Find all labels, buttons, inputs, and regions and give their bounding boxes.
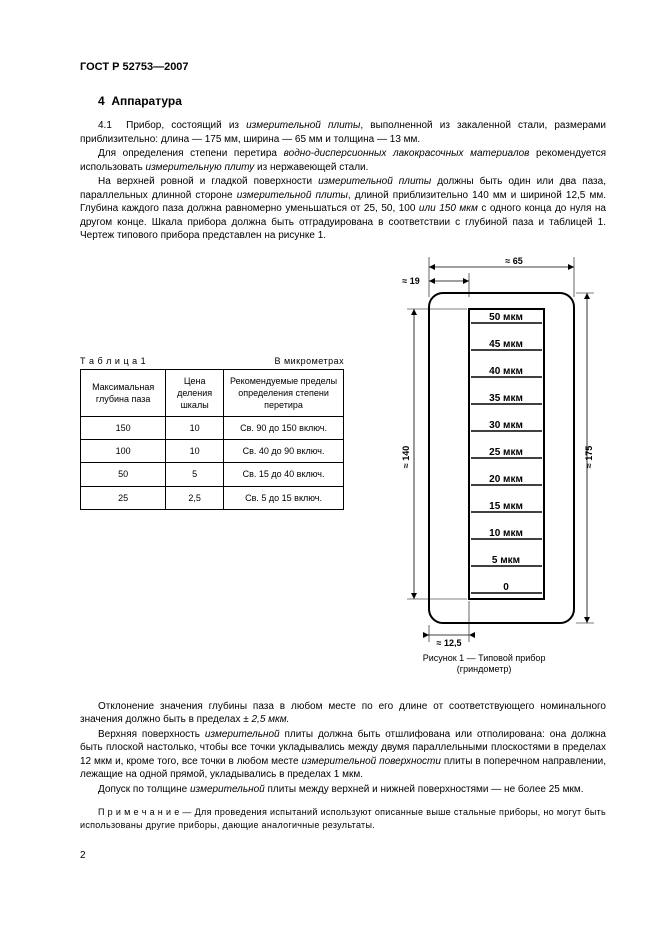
table-row: 15010Св. 90 до 150 включ.	[81, 417, 344, 440]
paragraph-3: На верхней ровной и гладкой поверхности …	[80, 175, 606, 243]
table-cell: 2,5	[166, 486, 224, 509]
svg-text:25 мкм: 25 мкм	[489, 447, 523, 458]
table-cell: Св. 15 до 40 включ.	[223, 463, 343, 486]
table-cell: Св. 5 до 15 включ.	[223, 486, 343, 509]
svg-text:10 мкм: 10 мкм	[489, 528, 523, 539]
table-cell: Св. 40 до 90 включ.	[223, 440, 343, 463]
svg-text:5 мкм: 5 мкм	[492, 555, 520, 566]
svg-text:20 мкм: 20 мкм	[489, 474, 523, 485]
paragraph-4-1: 4.1 Прибор, состоящий из измерительной п…	[80, 119, 606, 146]
grindometer-figure: ≈ 65 ≈ 19 50 мкм 45 мкм 40 мкм 35 мкм 30 мкм…	[369, 257, 599, 647]
svg-text:30 мкм: 30 мкм	[489, 420, 523, 431]
table-row: 505Св. 15 до 40 включ.	[81, 463, 344, 486]
svg-text:0: 0	[503, 582, 509, 593]
table-cell: 10	[166, 417, 224, 440]
col-header: Рекомендуемые пределы определения степен…	[223, 369, 343, 416]
col-header: Максимальная глубина паза	[81, 369, 166, 416]
page-container: ГОСТ Р 52753—2007 4 Аппаратура 4.1 Прибо…	[0, 0, 661, 902]
svg-text:50 мкм: 50 мкм	[489, 312, 523, 323]
svg-text:≈ 12,5: ≈ 12,5	[437, 638, 462, 647]
page-number: 2	[80, 849, 606, 863]
table-units: В микрометрах	[274, 355, 344, 367]
paragraph-6: Допуск по толщине измерительной плиты ме…	[80, 783, 606, 797]
table-row: 10010Св. 40 до 90 включ.	[81, 440, 344, 463]
section-number: 4	[98, 94, 105, 108]
figure-caption: Рисунок 1 — Типовой прибор (гриндометр)	[362, 653, 606, 676]
table-cell: 100	[81, 440, 166, 463]
data-table: Максимальная глубина паза Цена деления ш…	[80, 369, 344, 510]
table-header-row: Т а б л и ц а 1 В микрометрах	[80, 355, 344, 367]
svg-text:45 мкм: 45 мкм	[489, 339, 523, 350]
svg-text:35 мкм: 35 мкм	[489, 393, 523, 404]
col-header: Цена деления шкалы	[166, 369, 224, 416]
note: П р и м е ч а н и е — Для проведения исп…	[80, 806, 606, 830]
svg-text:≈ 65: ≈ 65	[505, 257, 522, 266]
table-head-row: Максимальная глубина паза Цена деления ш…	[81, 369, 344, 416]
table-cell: Св. 90 до 150 включ.	[223, 417, 343, 440]
document-header: ГОСТ Р 52753—2007	[80, 60, 606, 75]
table-cell: 25	[81, 486, 166, 509]
section-title: 4 Аппаратура	[80, 93, 606, 109]
paragraph-4: Отклонение значения глубины паза в любом…	[80, 700, 606, 727]
svg-text:≈ 19: ≈ 19	[402, 276, 419, 286]
content-row: Т а б л и ц а 1 В микрометрах Максимальн…	[80, 257, 606, 676]
grindometer-svg: ≈ 65 ≈ 19 50 мкм 45 мкм 40 мкм 35 мкм 30 мкм…	[369, 257, 599, 647]
paragraph-5: Верхняя поверхность измерительной плиты …	[80, 728, 606, 782]
svg-text:15 мкм: 15 мкм	[489, 501, 523, 512]
table-cell: 150	[81, 417, 166, 440]
svg-text:≈ 175: ≈ 175	[584, 445, 594, 467]
table-cell: 5	[166, 463, 224, 486]
table-cell: 50	[81, 463, 166, 486]
svg-text:40 мкм: 40 мкм	[489, 366, 523, 377]
table-row: 252,5Св. 5 до 15 включ.	[81, 486, 344, 509]
table-column: Т а б л и ц а 1 В микрометрах Максимальн…	[80, 257, 344, 510]
figure-column: ≈ 65 ≈ 19 50 мкм 45 мкм 40 мкм 35 мкм 30 мкм…	[362, 257, 606, 676]
paragraph-2: Для определения степени перетира водно-д…	[80, 147, 606, 174]
table-label: Т а б л и ц а 1	[80, 355, 146, 367]
section-name: Аппаратура	[111, 94, 182, 108]
table-cell: 10	[166, 440, 224, 463]
svg-text:≈ 140: ≈ 140	[401, 445, 411, 467]
